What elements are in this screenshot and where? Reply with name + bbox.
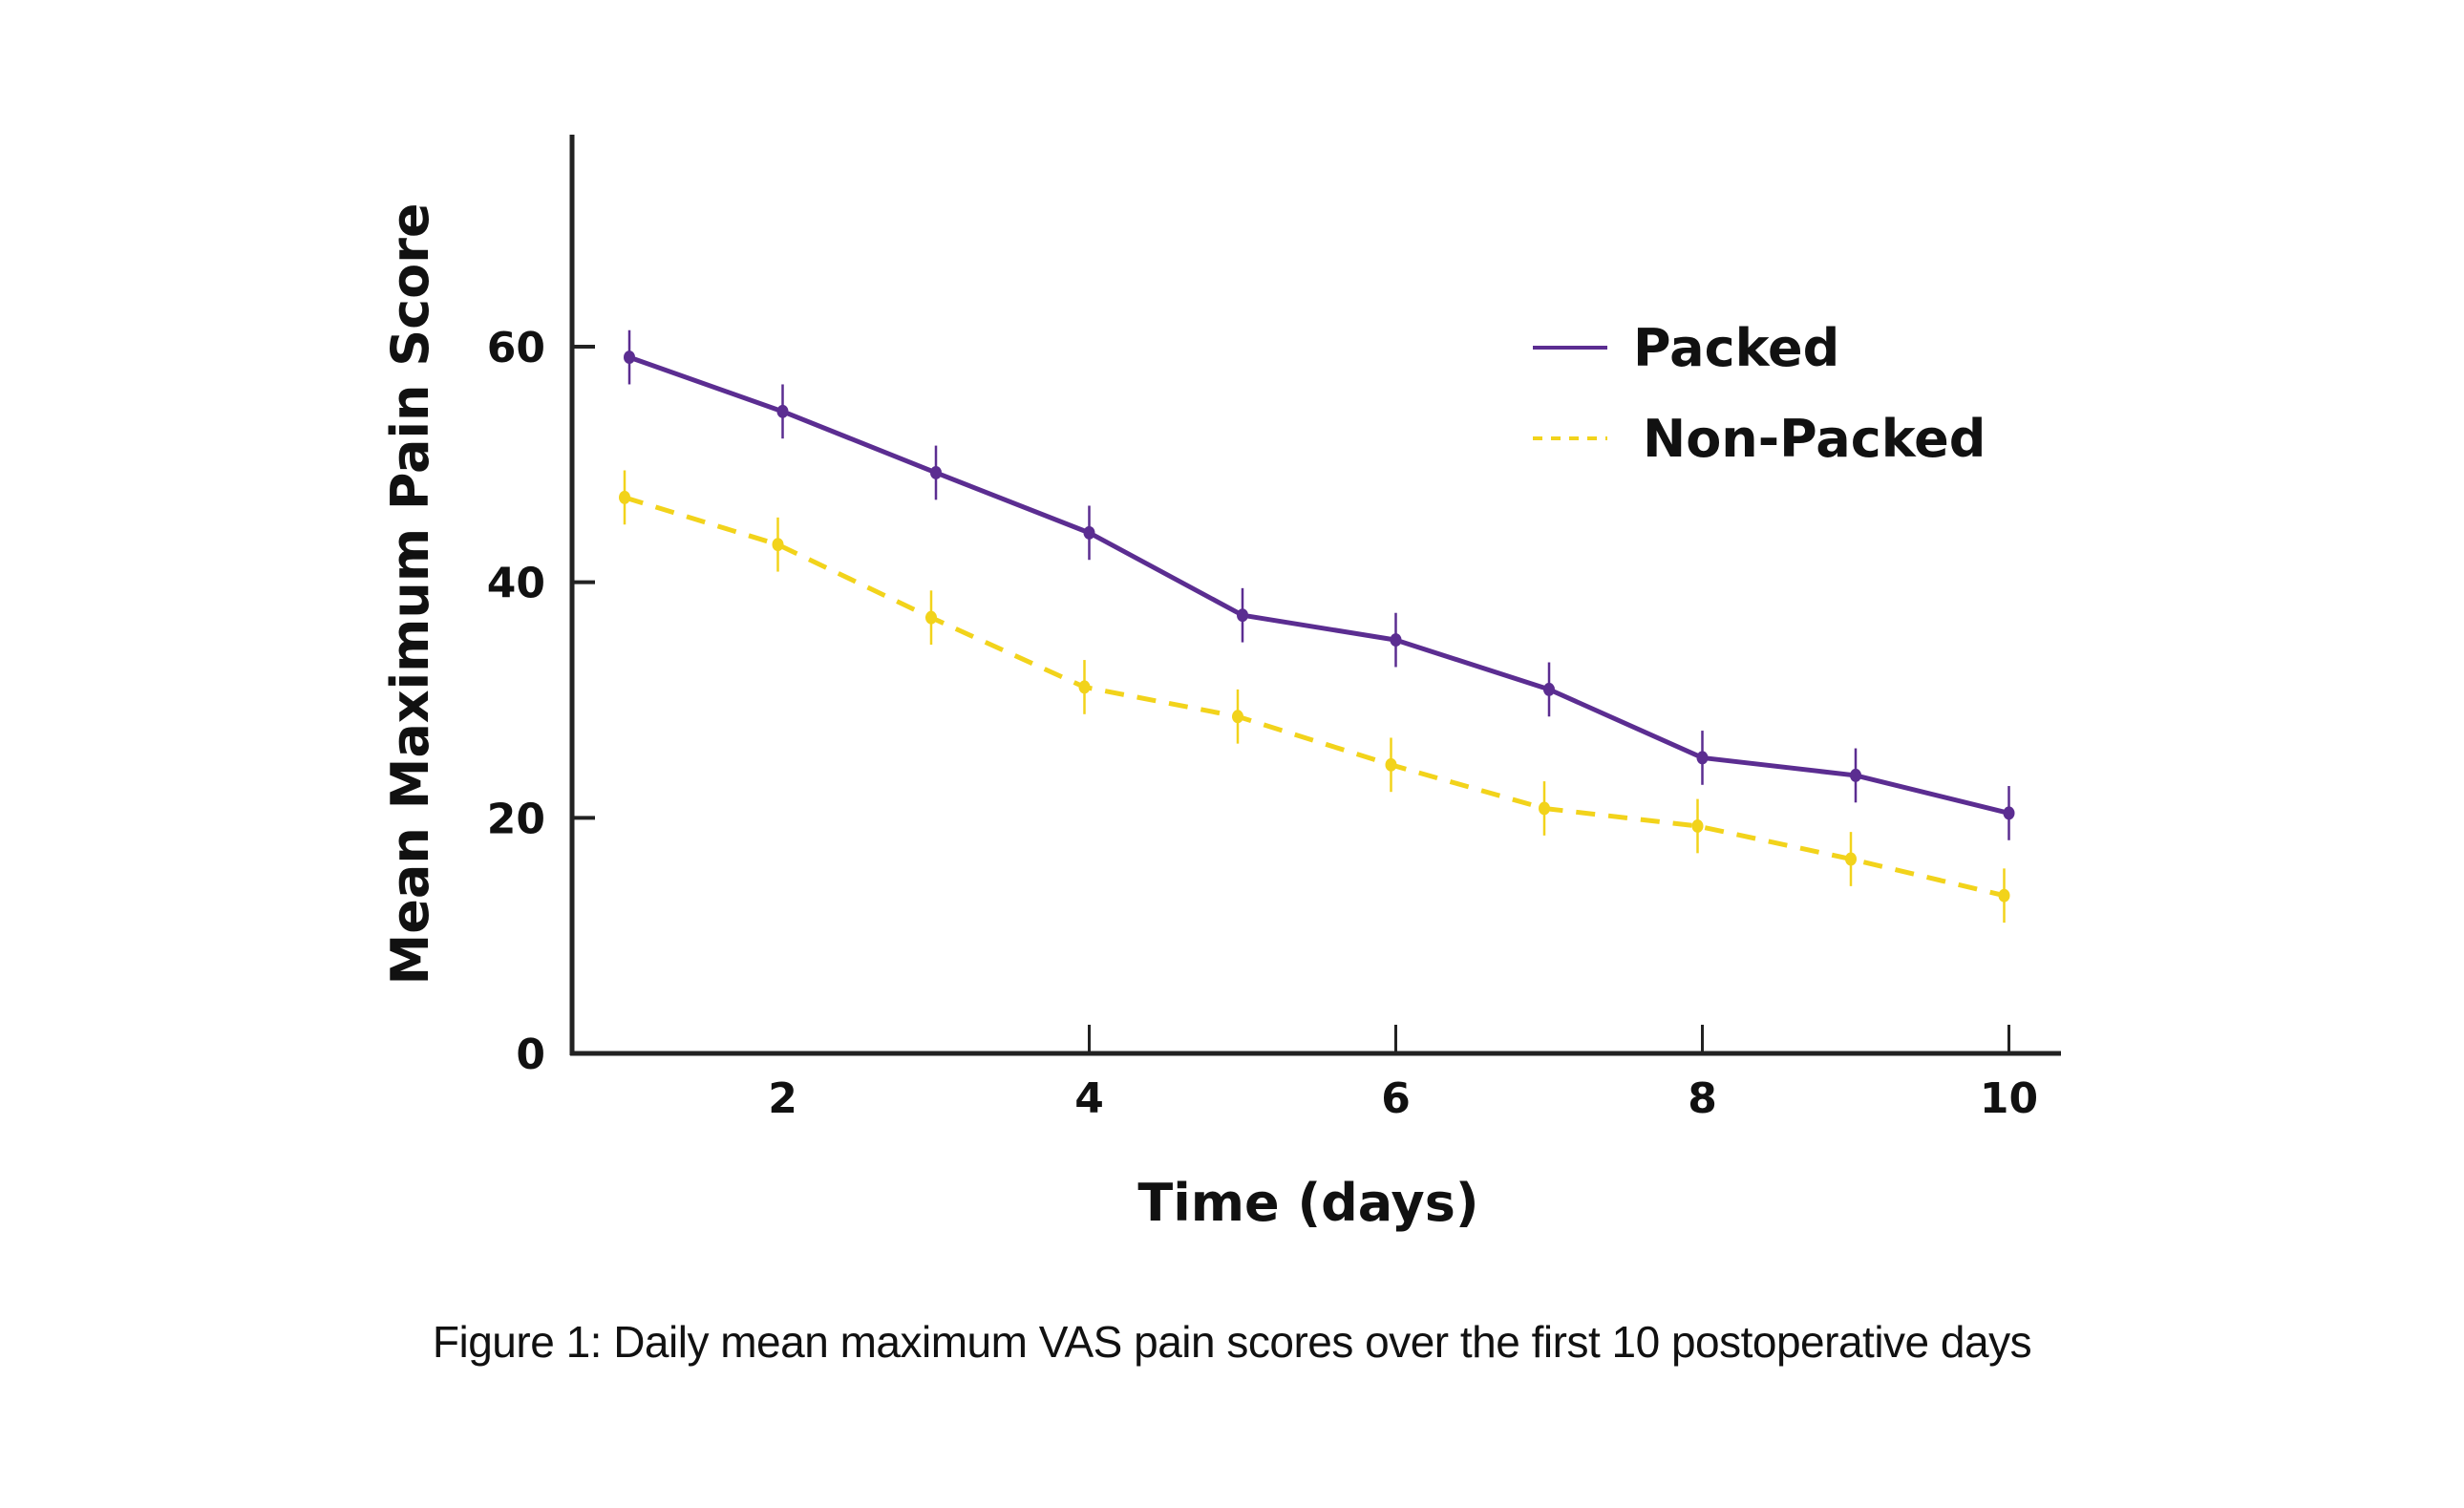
data-point-packed-day-9 — [1850, 768, 1861, 782]
y-axis-title: Mean Maximum Pain Score — [380, 203, 440, 986]
series-non-packed — [619, 470, 2010, 924]
data-point-non-packed-day-5 — [1232, 710, 1243, 724]
y-tick-label-40: 40 — [487, 560, 545, 608]
data-point-packed-day-1 — [624, 350, 635, 365]
series-line-non-packed — [624, 495, 2006, 899]
legend: Packed Non-Packed — [1533, 318, 1986, 469]
x-tick-label-2: 2 — [768, 1074, 797, 1123]
y-ticks: 0 20 40 60 — [487, 324, 595, 1079]
data-point-non-packed-day-6 — [1385, 757, 1397, 772]
data-point-packed-day-10 — [2003, 806, 2015, 820]
data-point-packed-day-4 — [1083, 525, 1095, 540]
data-point-packed-day-8 — [1696, 751, 1709, 765]
data-point-non-packed-day-10 — [1998, 888, 2010, 903]
y-tick-label-0: 0 — [516, 1030, 545, 1079]
data-point-non-packed-day-7 — [1539, 801, 1550, 816]
data-point-packed-day-3 — [930, 465, 942, 479]
data-point-non-packed-day-2 — [772, 538, 784, 552]
data-point-packed-day-6 — [1390, 633, 1402, 648]
y-tick-label-20: 20 — [487, 795, 545, 843]
data-point-packed-day-5 — [1237, 608, 1248, 623]
series-packed — [624, 329, 2015, 840]
x-tick-label-10: 10 — [1980, 1074, 2038, 1123]
data-point-non-packed-day-4 — [1078, 680, 1091, 694]
x-axis-title: Time (days) — [1137, 1173, 1478, 1233]
legend-label-non-packed: Non-Packed — [1643, 409, 1986, 469]
data-point-non-packed-day-3 — [925, 610, 937, 625]
legend-label-packed: Packed — [1633, 318, 1839, 378]
series-line-packed — [628, 354, 2010, 816]
axes: 0 20 40 60 2 4 6 8 10 — [487, 135, 2061, 1123]
data-point-non-packed-day-8 — [1691, 818, 1704, 833]
x-ticks: 2 4 6 8 10 — [768, 1025, 2038, 1123]
figure-caption: Figure 1: Daily mean maximum VAS pain sc… — [432, 1317, 2032, 1367]
x-tick-label-4: 4 — [1074, 1074, 1104, 1123]
y-tick-label-60: 60 — [487, 324, 545, 372]
data-point-packed-day-2 — [776, 404, 789, 418]
x-tick-label-8: 8 — [1688, 1074, 1717, 1123]
data-point-non-packed-day-1 — [619, 490, 630, 504]
data-point-packed-day-7 — [1543, 682, 1555, 696]
x-tick-label-6: 6 — [1381, 1074, 1411, 1123]
series-layer — [619, 329, 2015, 924]
data-point-non-packed-day-9 — [1845, 852, 1857, 866]
